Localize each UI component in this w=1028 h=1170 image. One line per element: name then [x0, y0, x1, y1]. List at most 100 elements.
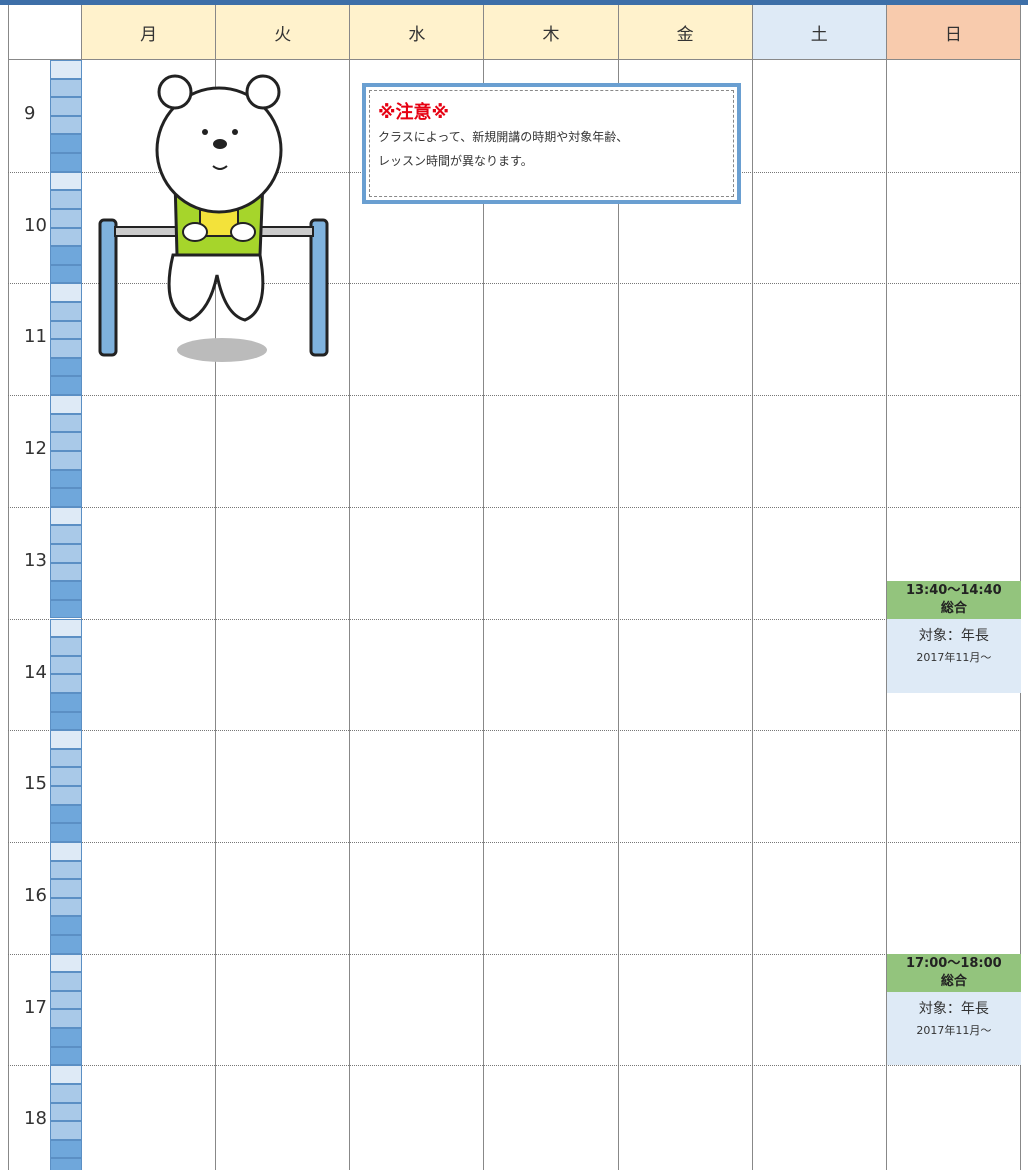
event-detail: 対象：年長 2017年11月〜 — [886, 991, 1021, 1066]
time-strip — [50, 599, 82, 619]
event-header: 17:00〜18:00 総合 — [886, 953, 1021, 992]
event-since: 2017年11月〜 — [916, 1023, 992, 1037]
time-strip — [50, 525, 82, 545]
time-strip — [50, 376, 82, 396]
column-line — [885, 60, 887, 1170]
time-strip — [50, 730, 82, 749]
hour-label: 12 — [24, 438, 47, 460]
time-strip — [50, 227, 82, 247]
event-target: 対象：年長 — [918, 1000, 989, 1017]
event-time: 17:00〜18:00 — [905, 955, 1002, 971]
column-line — [751, 60, 753, 1170]
hour-line — [8, 395, 1021, 397]
corner-cell — [8, 5, 82, 60]
notice-line: レッスン時間が異なります。 — [378, 154, 533, 168]
time-strip — [50, 934, 82, 954]
time-strip — [50, 302, 82, 321]
event-since: 2017年11月〜 — [916, 651, 992, 665]
time-strip — [50, 1158, 82, 1170]
event-class: 総合 — [940, 601, 967, 617]
time-strip — [50, 320, 82, 340]
time-strip — [50, 339, 82, 358]
time-strip — [50, 1009, 82, 1029]
hour-label: 16 — [24, 884, 47, 906]
time-strip — [50, 786, 82, 805]
time-strip — [50, 897, 82, 917]
day-header: 月 — [82, 5, 217, 60]
hour-label: 15 — [24, 773, 47, 795]
time-strip — [50, 171, 82, 191]
day-header: 水 — [350, 5, 485, 60]
time-strip — [50, 1028, 82, 1047]
time-strip — [50, 432, 82, 451]
time-strip — [50, 692, 82, 712]
time-strip — [50, 1139, 82, 1159]
event-class: 総合 — [940, 973, 967, 989]
hour-line — [8, 618, 1021, 620]
column-line — [483, 60, 485, 1170]
column-line — [349, 60, 351, 1170]
time-strip — [50, 190, 82, 209]
time-strip — [50, 97, 82, 116]
time-strip — [50, 767, 82, 787]
notice-line: クラスによって、新規開講の時期や対象年齢、 — [378, 130, 629, 144]
hour-line — [8, 841, 1021, 843]
day-header: 金 — [618, 5, 753, 60]
day-header: 火 — [216, 5, 351, 60]
time-strip — [50, 823, 82, 842]
time-strip — [50, 488, 82, 507]
time-strip — [50, 544, 82, 563]
hour-line — [8, 953, 1021, 955]
time-strip — [50, 804, 82, 824]
time-strip — [50, 748, 82, 768]
time-strip — [50, 990, 82, 1010]
hour-label: 18 — [24, 1108, 47, 1130]
hour-label: 11 — [24, 326, 47, 348]
notice-box: ※注意※ クラスによって、新規開講の時期や対象年齢、 レッスン時間が異なります。 — [362, 83, 741, 204]
hour-line — [8, 1065, 1021, 1067]
hour-line — [8, 283, 1021, 285]
hour-line — [8, 506, 1021, 508]
time-strip — [50, 972, 82, 991]
time-strip — [50, 78, 82, 98]
time-strip — [50, 469, 82, 489]
time-strip — [50, 637, 82, 656]
time-strip — [50, 655, 82, 675]
time-strip — [50, 395, 82, 414]
day-header: 土 — [752, 5, 887, 60]
column-line — [617, 60, 619, 1170]
time-strip — [50, 841, 82, 861]
time-strip — [50, 1065, 82, 1084]
time-strip — [50, 618, 82, 638]
time-strip — [50, 60, 82, 79]
time-strip — [50, 153, 82, 172]
time-strip — [50, 860, 82, 880]
time-strip — [50, 581, 82, 600]
time-strip — [50, 357, 82, 377]
time-strip — [50, 413, 82, 433]
time-strip — [50, 711, 82, 731]
time-strip — [50, 562, 82, 582]
time-strip — [50, 450, 82, 470]
time-strip — [50, 1121, 82, 1140]
time-strip — [50, 134, 82, 154]
time-strip — [50, 1046, 82, 1066]
hour-label: 10 — [24, 214, 47, 236]
time-strip — [50, 264, 82, 284]
left-border — [8, 60, 9, 1170]
notice-title: ※注意※ — [378, 102, 449, 123]
event-detail: 対象：年長 2017年11月〜 — [886, 619, 1021, 693]
hour-label: 17 — [24, 996, 47, 1018]
day-header: 日 — [886, 5, 1021, 60]
day-header: 木 — [484, 5, 619, 60]
time-strip — [50, 674, 82, 693]
event-target: 対象：年長 — [918, 628, 989, 645]
hour-label: 9 — [24, 103, 36, 124]
time-strip — [50, 953, 82, 973]
time-strip — [50, 115, 82, 135]
hour-label: 13 — [24, 549, 47, 571]
column-line — [215, 60, 217, 1170]
time-strip — [50, 208, 82, 228]
hour-line — [8, 730, 1021, 732]
